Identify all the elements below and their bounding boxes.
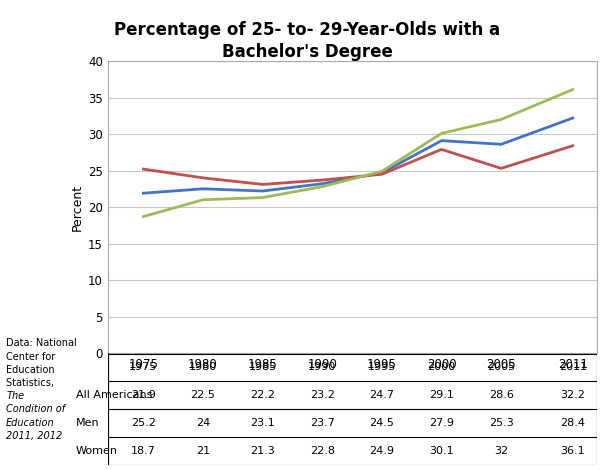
Text: 1995: 1995	[368, 362, 396, 372]
Text: 25.2: 25.2	[131, 418, 156, 428]
Text: 25.3: 25.3	[489, 418, 514, 428]
Text: Men: Men	[76, 418, 100, 428]
Text: 22.8: 22.8	[310, 446, 335, 456]
Text: 21.3: 21.3	[250, 446, 275, 456]
Text: 24.9: 24.9	[370, 446, 394, 456]
Text: 32.2: 32.2	[560, 390, 585, 400]
Text: 22.2: 22.2	[250, 390, 275, 400]
Text: 2011: 2011	[558, 362, 587, 372]
Text: 1975: 1975	[129, 362, 157, 372]
Text: 22.5: 22.5	[191, 390, 215, 400]
Text: 21.9: 21.9	[131, 390, 156, 400]
Text: 28.6: 28.6	[489, 390, 514, 400]
Text: The
Condition of
Education
2011, 2012: The Condition of Education 2011, 2012	[6, 338, 65, 441]
Text: 24.7: 24.7	[370, 390, 394, 400]
Text: 23.2: 23.2	[310, 390, 335, 400]
Text: 21: 21	[196, 446, 210, 456]
Y-axis label: Percent: Percent	[71, 183, 84, 231]
Text: 30.1: 30.1	[429, 446, 454, 456]
Text: 1985: 1985	[248, 362, 277, 372]
Text: 1990: 1990	[308, 362, 336, 372]
Text: 32: 32	[494, 446, 508, 456]
Text: Percentage of 25- to- 29-Year-Olds with a
Bachelor's Degree: Percentage of 25- to- 29-Year-Olds with …	[114, 21, 501, 62]
Text: Women: Women	[76, 446, 118, 456]
Text: 1980: 1980	[189, 362, 217, 372]
Text: 18.7: 18.7	[131, 446, 156, 456]
Text: 36.1: 36.1	[560, 446, 585, 456]
Text: 23.1: 23.1	[250, 418, 275, 428]
Text: 2005: 2005	[487, 362, 515, 372]
Text: Data: National
Center for
Education
Statistics,: Data: National Center for Education Stat…	[6, 338, 77, 388]
Text: 24: 24	[196, 418, 210, 428]
Text: 27.9: 27.9	[429, 418, 454, 428]
Text: 24.5: 24.5	[370, 418, 394, 428]
Text: 29.1: 29.1	[429, 390, 454, 400]
Text: 2000: 2000	[427, 362, 456, 372]
Text: All Americans: All Americans	[76, 390, 153, 400]
Text: 23.7: 23.7	[310, 418, 335, 428]
Text: 28.4: 28.4	[560, 418, 585, 428]
